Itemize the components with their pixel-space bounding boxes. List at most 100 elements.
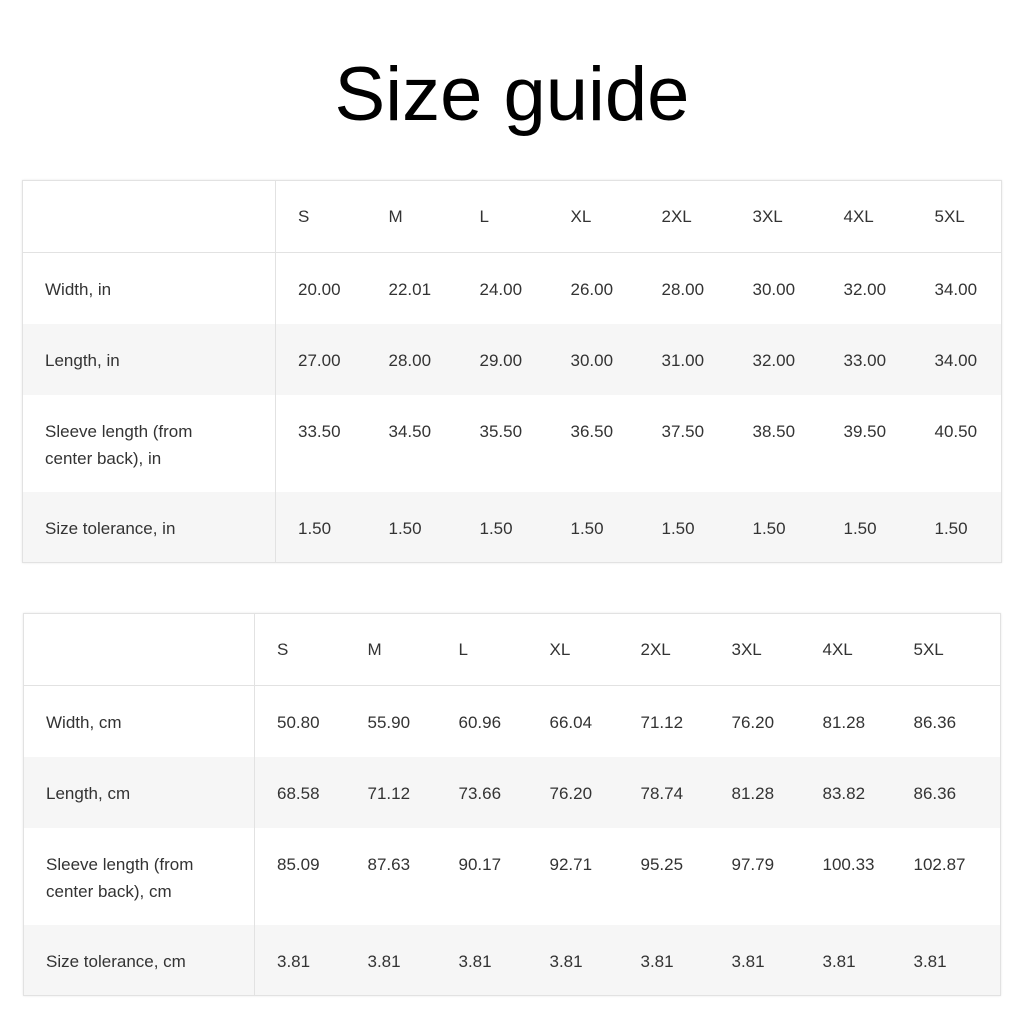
size-table-cm: S M L XL 2XL 3XL 4XL 5XL Width, cm 50.80 55.90 60.9… xyxy=(23,613,1001,996)
measurement-cell: 3.81 xyxy=(640,951,674,971)
measurement-cell: 66.04 xyxy=(549,713,593,732)
size-header: XL xyxy=(548,180,640,253)
measurement-cell: 71.12 xyxy=(640,713,684,732)
measurement-cell: 55.90 xyxy=(367,713,411,732)
measurement-cell: 95.25 xyxy=(640,854,684,874)
header-row: S M L XL 2XL 3XL 4XL 5XL xyxy=(23,613,1001,686)
measurement-cell: 36.50 xyxy=(570,421,614,441)
measurement-cell: 76.20 xyxy=(549,783,593,803)
size-header: 5XL xyxy=(891,613,1001,686)
size-header: XL xyxy=(527,613,619,686)
measurement-cell: 34.00 xyxy=(934,350,978,370)
measurement-cell: 90.17 xyxy=(458,854,502,874)
size-header: 3XL xyxy=(709,613,801,686)
measurement-cell: 1.50 xyxy=(388,518,422,538)
measurement-cell: 3.81 xyxy=(731,951,765,971)
measurement-cell: 3.81 xyxy=(549,951,583,971)
size-header: 4XL xyxy=(821,180,913,253)
size-header: L xyxy=(436,613,528,686)
measurement-cell: 3.81 xyxy=(458,951,492,971)
measurement-cell: 100.33 xyxy=(822,854,875,874)
measurement-cell: 32.00 xyxy=(752,350,796,370)
measurement-cell: 86.36 xyxy=(913,713,957,732)
measurement-cell: 1.50 xyxy=(479,518,513,538)
measurement-cell: 31.00 xyxy=(661,350,705,370)
header-row: S M L XL 2XL 3XL 4XL 5XL xyxy=(22,180,1002,253)
measurement-cell: 50.80 xyxy=(277,713,320,732)
table-row: Width, cm 50.80 55.90 60.96 66.04 71.12 76.20 8… xyxy=(23,685,1001,757)
measurement-cell: 33.00 xyxy=(843,350,887,370)
measurement-cell: 81.28 xyxy=(822,713,866,732)
size-header: S xyxy=(254,613,346,686)
row-label: Length, cm xyxy=(23,756,255,828)
size-header: 2XL xyxy=(618,613,710,686)
measurement-cell: 3.81 xyxy=(367,951,401,971)
measurement-cell: 81.28 xyxy=(731,783,775,803)
table-row: Size tolerance, cm 3.81 3.81 3.81 3.81 3.81 3.… xyxy=(23,924,1001,996)
measurement-cell: 3.81 xyxy=(822,951,856,971)
measurement-cell: 1.50 xyxy=(570,518,604,538)
measurement-cell: 28.00 xyxy=(661,280,705,299)
measurement-cell: 71.12 xyxy=(367,783,411,803)
size-header: M xyxy=(366,180,458,253)
measurement-cell: 76.20 xyxy=(731,713,775,732)
measurement-cell: 30.00 xyxy=(570,350,614,370)
size-header: 2XL xyxy=(639,180,731,253)
table-row: Size tolerance, in 1.50 1.50 1.50 1.50 1.50 1.… xyxy=(22,491,1002,563)
size-header: M xyxy=(345,613,437,686)
measurement-cell: 3.81 xyxy=(277,951,311,971)
size-header: 5XL xyxy=(912,180,1002,253)
measurement-cell: 1.50 xyxy=(752,518,786,538)
measurement-cell: 60.96 xyxy=(458,713,502,732)
table-row: Length, cm 68.58 71.12 73.66 76.20 78.74 81.28… xyxy=(23,756,1001,828)
measurement-cell: 97.79 xyxy=(731,854,775,874)
measurement-cell: 68.58 xyxy=(277,783,320,803)
row-label: Size tolerance, cm xyxy=(23,924,255,996)
measurement-cell: 40.50 xyxy=(934,421,978,441)
measurement-cell: 3.81 xyxy=(913,951,947,971)
measurement-cell: 86.36 xyxy=(913,783,957,803)
size-header: 3XL xyxy=(730,180,822,253)
measurement-cell: 34.50 xyxy=(388,421,432,441)
measurement-cell: 87.63 xyxy=(367,854,411,874)
measurement-cell: 1.50 xyxy=(298,518,332,538)
measurement-cell: 85.09 xyxy=(277,854,320,874)
row-label: Width, in xyxy=(22,252,276,324)
measurement-cell: 1.50 xyxy=(843,518,877,538)
table-row: Sleeve length (from center back), cm 85.0… xyxy=(23,827,1001,925)
measurement-cell: 35.50 xyxy=(479,421,523,441)
size-table-inches: S M L XL 2XL 3XL 4XL 5XL Width, in 20.00 22.01 24.0… xyxy=(22,180,1002,563)
measurement-cell: 30.00 xyxy=(752,280,796,299)
measurement-cell: 22.01 xyxy=(388,280,432,299)
measurement-cell: 73.66 xyxy=(458,783,502,803)
measurement-cell: 38.50 xyxy=(752,421,796,441)
size-header: S xyxy=(275,180,367,253)
row-label: Sleeve length (from center back), in xyxy=(22,394,276,492)
measurement-cell: 1.50 xyxy=(661,518,695,538)
measurement-cell: 34.00 xyxy=(934,280,978,299)
measurement-cell: 78.74 xyxy=(640,783,684,803)
row-label: Sleeve length (from center back), cm xyxy=(23,827,255,925)
measurement-cell: 29.00 xyxy=(479,350,523,370)
measurement-cell: 102.87 xyxy=(913,854,966,874)
corner-cell xyxy=(23,613,255,686)
size-header: L xyxy=(457,180,549,253)
table-row: Width, in 20.00 22.01 24.00 26.00 28.00 30.00 3… xyxy=(22,252,1002,324)
measurement-cell: 20.00 xyxy=(298,280,341,299)
row-label: Length, in xyxy=(22,323,276,395)
measurement-cell: 37.50 xyxy=(661,421,705,441)
measurement-cell: 92.71 xyxy=(549,854,593,874)
measurement-cell: 26.00 xyxy=(570,280,614,299)
measurement-cell: 39.50 xyxy=(843,421,887,441)
measurement-cell: 28.00 xyxy=(388,350,432,370)
measurement-cell: 83.82 xyxy=(822,783,866,803)
size-header: 4XL xyxy=(800,613,892,686)
measurement-cell: 33.50 xyxy=(298,421,341,441)
corner-cell xyxy=(22,180,276,253)
measurement-cell: 1.50 xyxy=(934,518,968,538)
row-label: Size tolerance, in xyxy=(22,491,276,563)
row-label: Width, cm xyxy=(23,685,255,757)
measurement-cell: 27.00 xyxy=(298,350,341,370)
measurement-cell: 32.00 xyxy=(843,280,887,299)
table-row: Sleeve length (from center back), in 33.5… xyxy=(22,394,1002,492)
